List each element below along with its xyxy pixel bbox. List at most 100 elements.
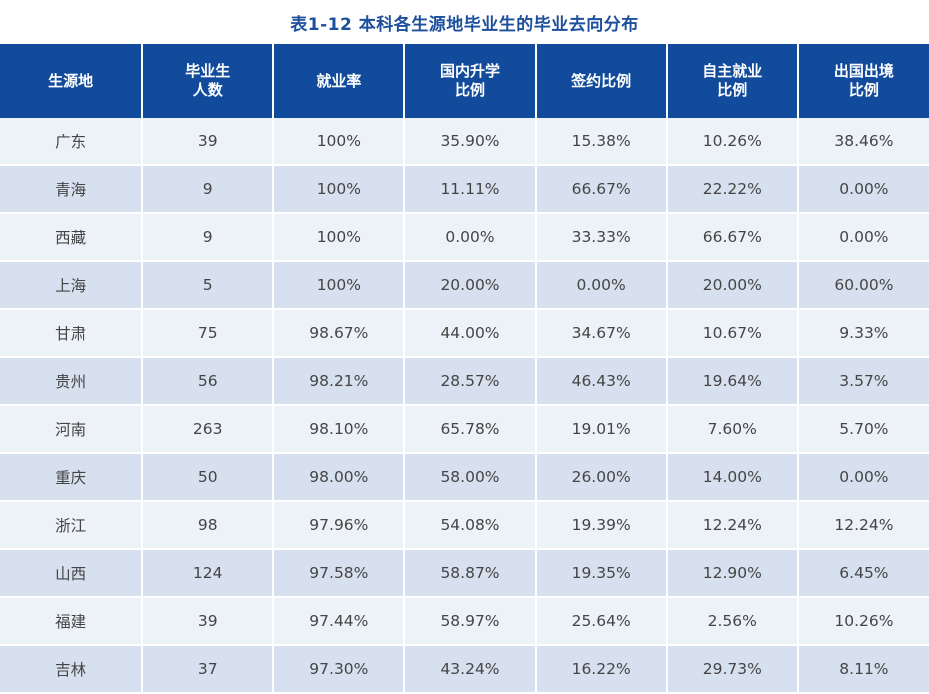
cell-graduate-count: 75 [142,309,275,358]
cell-abroad-ratio: 10.26% [797,597,929,646]
cell-origin: 西藏 [0,213,144,262]
cell-abroad-ratio: 0.00% [797,213,929,262]
cell-graduate-count: 50 [142,453,275,502]
cell-abroad-ratio: 5.70% [797,405,929,454]
table-row: 西藏 9 100% 0.00% 33.33% 66.67% 0.00% [0,213,929,262]
cell-domestic-study-ratio: 43.24% [404,645,537,694]
cell-domestic-study-ratio: 65.78% [404,405,537,454]
cell-self-employment-ratio: 14.00% [666,453,799,502]
cell-origin: 吉林 [0,645,144,694]
table-title: 表1-12 本科各生源地毕业生的毕业去向分布 [290,14,639,35]
cell-domestic-study-ratio: 58.97% [404,597,537,646]
table-row: 福建 39 97.44% 58.97% 25.64% 2.56% 10.26% [0,597,929,646]
cell-domestic-study-ratio: 54.08% [404,501,537,550]
cell-employment-rate: 100% [273,165,406,214]
graduate-destination-table: 生源地 毕业生 人数 就业率 国内升学 比例 签约比例 自主就业 比例 出国出境… [0,44,929,694]
cell-origin: 浙江 [0,501,144,550]
header-employment-rate: 就业率 [273,44,406,118]
cell-abroad-ratio: 0.00% [797,453,929,502]
cell-abroad-ratio: 9.33% [797,309,929,358]
cell-origin: 甘肃 [0,309,144,358]
cell-employment-rate: 100% [273,213,406,262]
cell-employment-rate: 98.21% [273,357,406,406]
cell-self-employment-ratio: 20.00% [666,261,799,310]
table-row: 重庆 50 98.00% 58.00% 26.00% 14.00% 0.00% [0,453,929,502]
cell-graduate-count: 56 [142,357,275,406]
cell-self-employment-ratio: 19.64% [666,357,799,406]
cell-contract-ratio: 19.01% [535,405,668,454]
cell-graduate-count: 5 [142,261,275,310]
cell-employment-rate: 98.67% [273,309,406,358]
cell-graduate-count: 9 [142,165,275,214]
table-row: 青海 9 100% 11.11% 66.67% 22.22% 0.00% [0,165,929,214]
cell-contract-ratio: 25.64% [535,597,668,646]
cell-domestic-study-ratio: 58.87% [404,549,537,598]
cell-employment-rate: 100% [273,118,406,166]
table-row: 山西 124 97.58% 58.87% 19.35% 12.90% 6.45% [0,549,929,598]
cell-origin: 青海 [0,165,144,214]
cell-graduate-count: 263 [142,405,275,454]
cell-employment-rate: 97.58% [273,549,406,598]
cell-employment-rate: 97.30% [273,645,406,694]
cell-origin: 上海 [0,261,144,310]
cell-employment-rate: 97.44% [273,597,406,646]
cell-domestic-study-ratio: 0.00% [404,213,537,262]
cell-graduate-count: 98 [142,501,275,550]
cell-abroad-ratio: 0.00% [797,165,929,214]
cell-employment-rate: 98.10% [273,405,406,454]
cell-origin: 河南 [0,405,144,454]
cell-graduate-count: 37 [142,645,275,694]
cell-self-employment-ratio: 10.26% [666,118,799,166]
cell-origin: 福建 [0,597,144,646]
header-contract-ratio: 签约比例 [535,44,668,118]
cell-contract-ratio: 19.35% [535,549,668,598]
table-row: 上海 5 100% 20.00% 0.00% 20.00% 60.00% [0,261,929,310]
cell-employment-rate: 100% [273,261,406,310]
cell-self-employment-ratio: 22.22% [666,165,799,214]
cell-contract-ratio: 0.00% [535,261,668,310]
cell-self-employment-ratio: 2.56% [666,597,799,646]
header-abroad-ratio: 出国出境 比例 [797,44,929,118]
cell-domestic-study-ratio: 58.00% [404,453,537,502]
table-row: 贵州 56 98.21% 28.57% 46.43% 19.64% 3.57% [0,357,929,406]
cell-self-employment-ratio: 12.90% [666,549,799,598]
table-row: 吉林 37 97.30% 43.24% 16.22% 29.73% 8.11% [0,645,929,694]
table-row: 河南 263 98.10% 65.78% 19.01% 7.60% 5.70% [0,405,929,454]
header-domestic-study-ratio: 国内升学 比例 [404,44,537,118]
header-graduate-count: 毕业生 人数 [142,44,275,118]
cell-domestic-study-ratio: 20.00% [404,261,537,310]
header-origin: 生源地 [0,44,144,118]
cell-graduate-count: 39 [142,597,275,646]
cell-self-employment-ratio: 7.60% [666,405,799,454]
cell-contract-ratio: 34.67% [535,309,668,358]
cell-graduate-count: 124 [142,549,275,598]
cell-self-employment-ratio: 66.67% [666,213,799,262]
table-row: 广东 39 100% 35.90% 15.38% 10.26% 38.46% [0,118,929,166]
cell-contract-ratio: 19.39% [535,501,668,550]
table-body: 广东 39 100% 35.90% 15.38% 10.26% 38.46% 青海 9 100% 1… [0,118,929,694]
cell-origin: 贵州 [0,357,144,406]
cell-origin: 广东 [0,118,144,166]
cell-abroad-ratio: 12.24% [797,501,929,550]
cell-abroad-ratio: 38.46% [797,118,929,166]
cell-domestic-study-ratio: 44.00% [404,309,537,358]
cell-domestic-study-ratio: 35.90% [404,118,537,166]
cell-contract-ratio: 46.43% [535,357,668,406]
cell-abroad-ratio: 3.57% [797,357,929,406]
cell-contract-ratio: 33.33% [535,213,668,262]
header-row: 生源地 毕业生 人数 就业率 国内升学 比例 签约比例 自主就业 比例 出国出境… [0,44,929,118]
cell-graduate-count: 39 [142,118,275,166]
table-row: 浙江 98 97.96% 54.08% 19.39% 12.24% 12.24% [0,501,929,550]
cell-contract-ratio: 15.38% [535,118,668,166]
cell-employment-rate: 98.00% [273,453,406,502]
cell-self-employment-ratio: 29.73% [666,645,799,694]
cell-self-employment-ratio: 10.67% [666,309,799,358]
cell-abroad-ratio: 8.11% [797,645,929,694]
cell-contract-ratio: 66.67% [535,165,668,214]
cell-contract-ratio: 16.22% [535,645,668,694]
cell-domestic-study-ratio: 11.11% [404,165,537,214]
cell-self-employment-ratio: 12.24% [666,501,799,550]
cell-origin: 山西 [0,549,144,598]
cell-contract-ratio: 26.00% [535,453,668,502]
table-row: 甘肃 75 98.67% 44.00% 34.67% 10.67% 9.33% [0,309,929,358]
